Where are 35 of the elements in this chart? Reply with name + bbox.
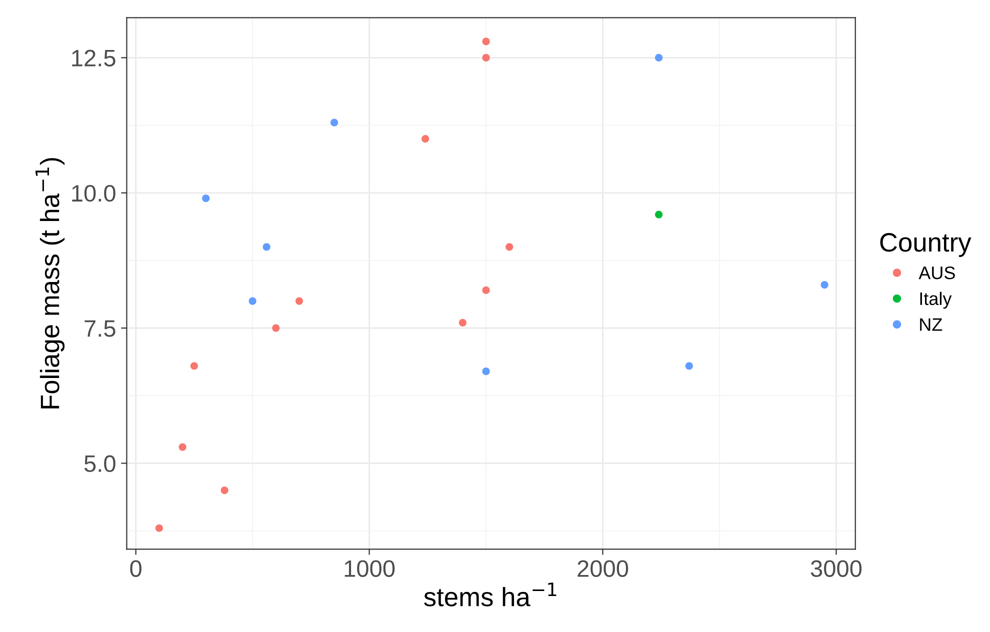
y-axis-title: Foliage mass (t ha$^{−1}$): [36, 158, 65, 408]
point: [422, 135, 430, 143]
legend-label: AUS: [918, 266, 955, 280]
point: [685, 362, 693, 370]
x-tick-label: 0: [130, 560, 142, 577]
point: [155, 524, 163, 532]
point: [654, 54, 663, 62]
point: [506, 243, 514, 251]
y-tick-label: 12.5: [72, 50, 116, 66]
x-tick-label: 2000: [578, 560, 628, 577]
x-axis-title: stems ha$^{−1}$: [424, 582, 556, 606]
y-tick-label: 5.0: [84, 455, 116, 472]
point: [482, 54, 490, 62]
point: [190, 362, 198, 370]
point: [178, 443, 186, 451]
point: [220, 486, 228, 494]
point: [248, 297, 256, 305]
point: [482, 368, 490, 376]
x-tick-label: 1000: [344, 560, 395, 577]
point: [458, 318, 466, 326]
point: [820, 281, 828, 289]
x-tick-label: 3000: [810, 560, 862, 577]
point: [654, 210, 663, 218]
y-tick-label: 10.0: [72, 184, 116, 202]
legend-label: NZ: [920, 318, 942, 331]
point: [482, 38, 490, 46]
point: [482, 286, 490, 294]
legend-label: Italy: [920, 292, 952, 309]
legend-title: Country: [880, 233, 972, 257]
point: [262, 243, 270, 251]
point: [202, 194, 210, 202]
y-tick-label: 7.5: [84, 320, 116, 337]
point: [295, 297, 304, 305]
point: [330, 118, 338, 126]
point: [272, 324, 280, 332]
